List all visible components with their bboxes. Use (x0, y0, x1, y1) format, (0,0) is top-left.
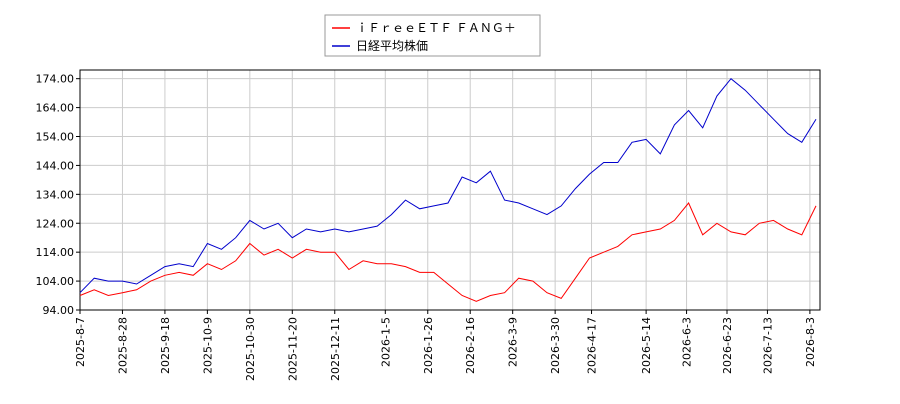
y-tick-label: 154.00 (36, 131, 75, 144)
x-tick-label: 2026-1-5 (379, 317, 392, 367)
y-tick-label: 104.00 (36, 275, 75, 288)
x-tick-label: 2026-1-26 (422, 317, 435, 374)
x-tick-label: 2026-6-23 (721, 317, 734, 374)
legend-box (324, 14, 541, 57)
x-tick-label: 2026-8-3 (804, 317, 817, 367)
y-tick-label: 124.00 (36, 217, 75, 230)
x-tick-label: 2025-10-30 (244, 317, 257, 381)
y-tick-label: 94.00 (43, 304, 75, 317)
legend-label: 日経平均株価 (356, 38, 428, 53)
x-tick-label: 2025-12-11 (329, 317, 342, 381)
x-tick-label: 2026-3-9 (507, 317, 520, 367)
y-tick-label: 164.00 (36, 102, 75, 115)
x-tick-label: 2026-6-3 (681, 317, 694, 367)
series-line (79, 77, 817, 294)
series-line (79, 202, 817, 302)
x-tick-label: 2026-2-16 (464, 317, 477, 374)
y-tick-label: 144.00 (36, 159, 75, 172)
x-tick-label: 2026-4-17 (586, 317, 599, 374)
x-tick-label: 2025-10-9 (201, 317, 214, 374)
x-tick-label: 2025-8-7 (74, 317, 87, 367)
y-tick-label: 114.00 (36, 246, 75, 259)
x-tick-label: 2025-11-20 (286, 317, 299, 381)
x-tick-label: 2026-5-14 (640, 317, 653, 374)
x-tick-label: 2025-8-28 (116, 317, 129, 374)
plot-frame (79, 69, 821, 311)
y-tick-label: 134.00 (36, 188, 75, 201)
legend-label: ｉＦｒｅｅＥＴＦ ＦＡＮＧ＋ (356, 21, 516, 35)
x-tick-label: 2025-9-18 (159, 317, 172, 374)
y-tick-label: 174.00 (36, 73, 75, 86)
x-tick-label: 2026-3-30 (549, 317, 562, 374)
x-tick-label: 2026-7-13 (761, 317, 774, 374)
